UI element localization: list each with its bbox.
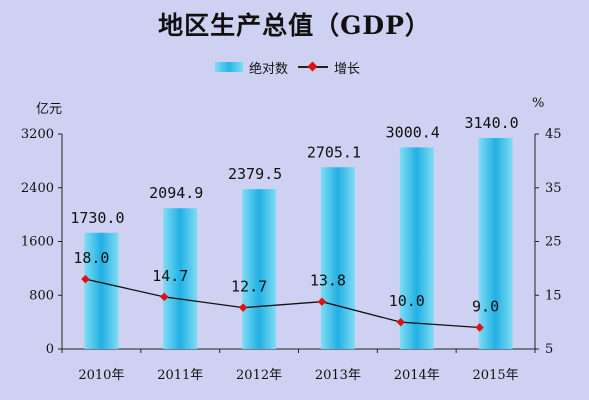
chart-title: 地区生产总值（GDP） xyxy=(158,11,431,40)
bar xyxy=(242,189,277,349)
left-tick-label: 2400 xyxy=(21,181,54,196)
left-axis-unit: 亿元 xyxy=(36,102,63,117)
bar-value-label: 3000.4 xyxy=(386,123,440,141)
bar xyxy=(163,208,198,349)
bar-value-label: 1730.0 xyxy=(70,209,124,227)
growth-point xyxy=(160,292,169,302)
growth-value-label: 18.0 xyxy=(73,249,109,267)
bar-value-label: 2094.9 xyxy=(149,184,203,202)
left-tick-label: 0 xyxy=(46,342,54,357)
x-category-label: 2013年 xyxy=(315,368,361,383)
growth-point xyxy=(81,274,90,284)
right-axis-unit: % xyxy=(532,96,545,111)
x-category-label: 2014年 xyxy=(394,368,440,383)
bar xyxy=(84,232,119,349)
growth-point xyxy=(396,317,405,327)
growth-line xyxy=(85,278,480,329)
legend-item-bar: 绝对数 xyxy=(215,58,288,77)
growth-value-label: 13.8 xyxy=(310,272,346,290)
x-category-label: 2011年 xyxy=(157,368,203,383)
left-tick-label: 800 xyxy=(29,288,54,303)
bar xyxy=(478,138,513,349)
right-tick-label: 15 xyxy=(545,288,562,303)
bar xyxy=(320,167,355,349)
left-tick-label: 1600 xyxy=(21,235,54,250)
growth-value-label: 12.7 xyxy=(231,278,267,296)
growth-value-label: 14.7 xyxy=(152,267,188,285)
legend-line-swatch xyxy=(298,62,329,72)
growth-point xyxy=(475,323,484,332)
growth-point xyxy=(317,297,327,306)
bar-value-label: 2705.1 xyxy=(307,143,361,161)
bar-value-label: 3140.0 xyxy=(464,114,518,132)
bar-value-label: 2379.5 xyxy=(228,165,282,183)
bar xyxy=(399,147,434,349)
growth-value-label: 10.0 xyxy=(389,292,425,310)
legend-line-label: 增长 xyxy=(334,61,361,77)
growth-value-label: 9.0 xyxy=(472,298,499,316)
legend-item-line: 增长 xyxy=(298,58,360,77)
right-tick-label: 35 xyxy=(545,181,562,196)
legend: 绝对数 增长 xyxy=(215,58,360,77)
right-tick-label: 5 xyxy=(545,342,553,357)
growth-point xyxy=(238,303,248,312)
legend-bar-swatch xyxy=(215,62,243,72)
x-category-label: 2012年 xyxy=(236,368,282,383)
right-tick-label: 45 xyxy=(545,127,562,142)
left-tick-label: 3200 xyxy=(21,127,54,142)
right-tick-label: 25 xyxy=(545,235,562,250)
legend-bar-label: 绝对数 xyxy=(249,61,289,77)
x-category-label: 2010年 xyxy=(78,368,124,383)
x-category-label: 2015年 xyxy=(473,368,519,383)
